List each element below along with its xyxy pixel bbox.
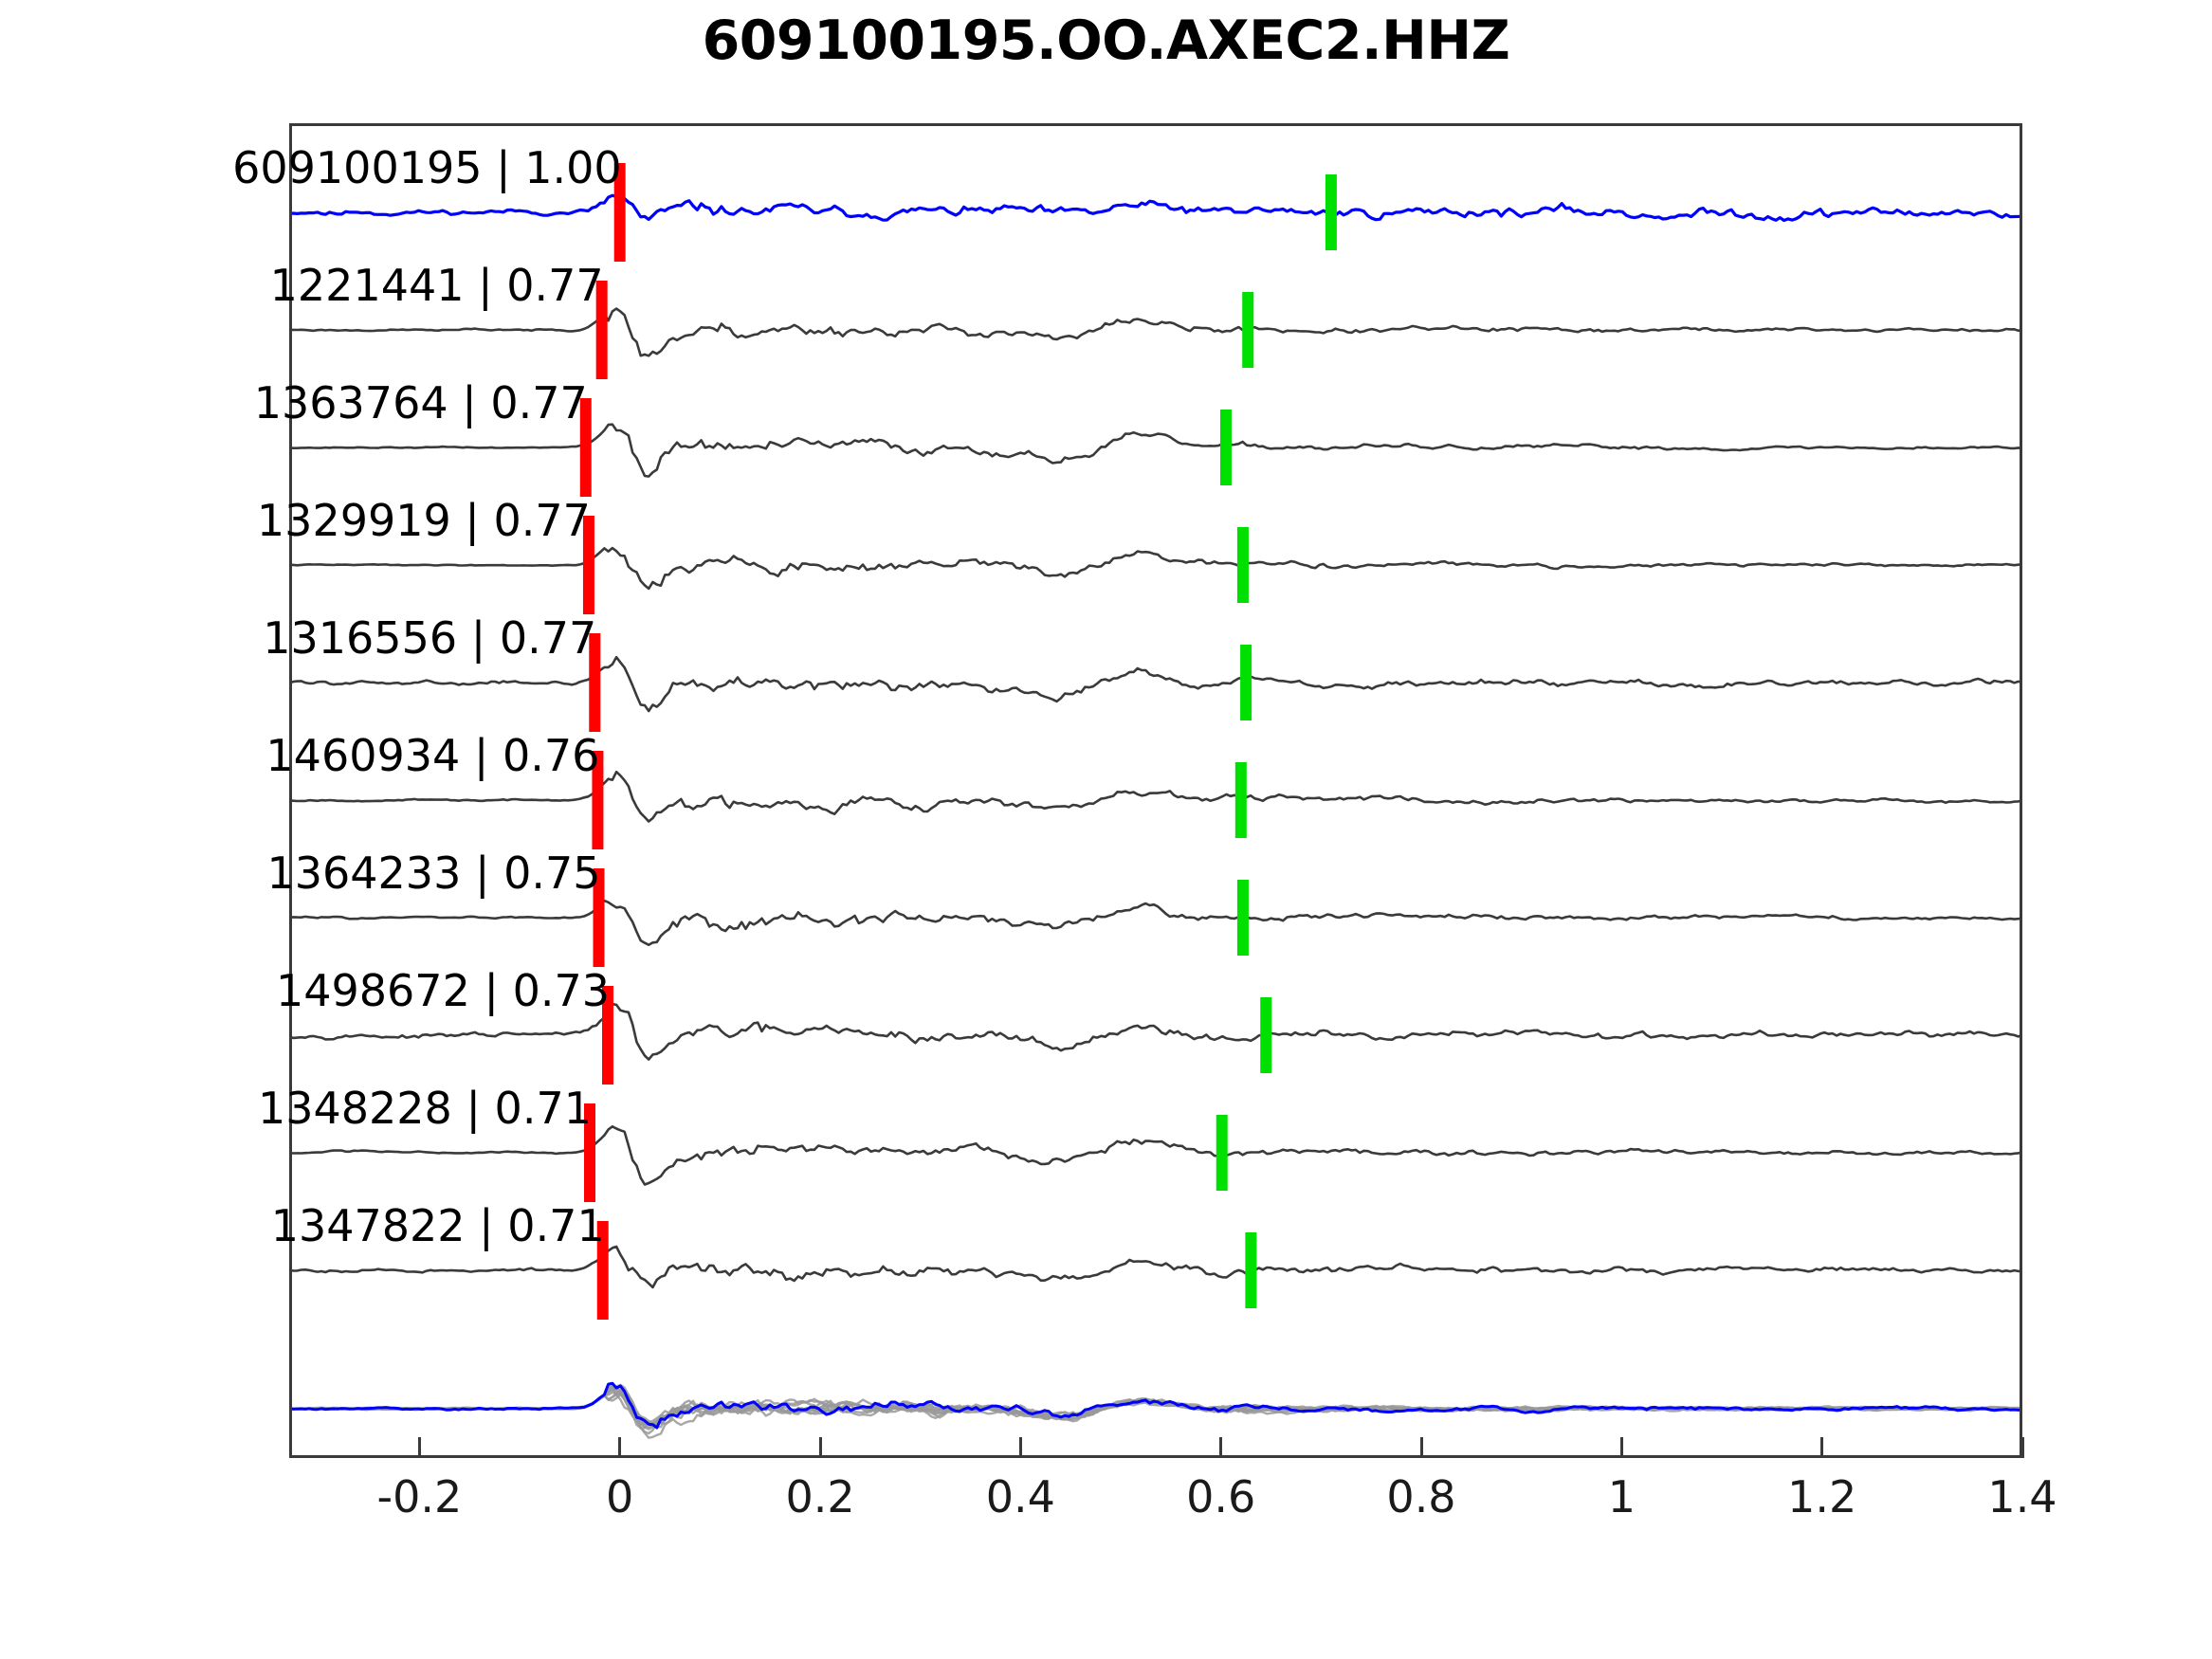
p-pick-marker-red (596, 1221, 609, 1320)
x-tick-label: 0.6 (1186, 1471, 1256, 1522)
waveform-path (289, 655, 2022, 713)
page-title: 609100195.OO.AXEC2.HHZ (702, 9, 1510, 72)
x-tick-label: 1 (1607, 1471, 1636, 1522)
waveform-canvas (289, 123, 2022, 1458)
x-tick-mark (1419, 1437, 1423, 1458)
trace-label-1347822: 1347822 | 0.71 (270, 1200, 605, 1251)
s-pick-marker-green (1216, 1115, 1228, 1191)
x-tick-label: 0.8 (1386, 1471, 1456, 1522)
waveform-path (289, 770, 2022, 823)
trace-label-1221441: 1221441 | 0.77 (269, 260, 604, 311)
trace-label-1498672: 1498672 | 0.73 (275, 965, 610, 1016)
trace-label-1348228: 1348228 | 0.71 (257, 1083, 592, 1134)
x-tick-mark (2020, 1437, 2024, 1458)
s-pick-marker-green (1242, 292, 1254, 368)
p-pick-marker-red (589, 633, 601, 732)
p-pick-marker-red (593, 868, 605, 967)
x-tick-mark (818, 1437, 822, 1458)
trace-label-1460934: 1460934 | 0.76 (265, 730, 600, 781)
s-pick-marker-green (1219, 410, 1232, 485)
waveform-path (289, 899, 2022, 946)
waveform-path (289, 193, 2022, 223)
x-tick-mark (1018, 1437, 1022, 1458)
waveform-path (289, 1381, 2022, 1430)
x-tick-label: 0.2 (785, 1471, 855, 1522)
trace-label-1316556: 1316556 | 0.77 (263, 612, 597, 664)
waveform-path (289, 1245, 2022, 1289)
p-pick-marker-red (582, 516, 594, 614)
s-pick-marker-green (1260, 997, 1272, 1073)
plot-axes-frame (289, 123, 2022, 1458)
waveform-path (289, 307, 2022, 357)
trace-label-609100195: 609100195 | 1.00 (232, 142, 622, 193)
waveform-path (289, 1002, 2022, 1061)
x-tick-label: 1.4 (1987, 1471, 2057, 1522)
trace-label-1329919: 1329919 | 0.77 (256, 495, 591, 546)
waveform-path (289, 423, 2022, 478)
x-tick-label: 1.2 (1787, 1471, 1857, 1522)
x-tick-mark (1820, 1437, 1824, 1458)
s-pick-marker-green (1236, 527, 1249, 603)
x-tick-mark (618, 1437, 622, 1458)
s-pick-marker-green (1234, 762, 1247, 838)
p-pick-marker-red (579, 398, 592, 497)
s-pick-marker-green (1240, 645, 1252, 720)
p-pick-marker-red (595, 281, 608, 379)
s-pick-marker-green (1245, 1232, 1257, 1308)
trace-label-1364233: 1364233 | 0.75 (266, 848, 601, 899)
p-pick-marker-red (613, 163, 626, 262)
x-tick-label: 0 (606, 1471, 634, 1522)
p-pick-marker-red (602, 986, 614, 1085)
x-tick-mark (1619, 1437, 1623, 1458)
s-pick-marker-green (1325, 174, 1337, 250)
waveform-path (289, 1125, 2022, 1186)
p-pick-marker-red (592, 751, 604, 849)
x-tick-mark (417, 1437, 421, 1458)
waveform-path (289, 546, 2022, 591)
x-tick-label: -0.2 (376, 1471, 463, 1522)
p-pick-marker-red (583, 1103, 595, 1202)
x-tick-label: 0.4 (985, 1471, 1055, 1522)
s-pick-marker-green (1236, 880, 1249, 956)
trace-label-1363764: 1363764 | 0.77 (253, 377, 588, 428)
x-tick-mark (1219, 1437, 1223, 1458)
